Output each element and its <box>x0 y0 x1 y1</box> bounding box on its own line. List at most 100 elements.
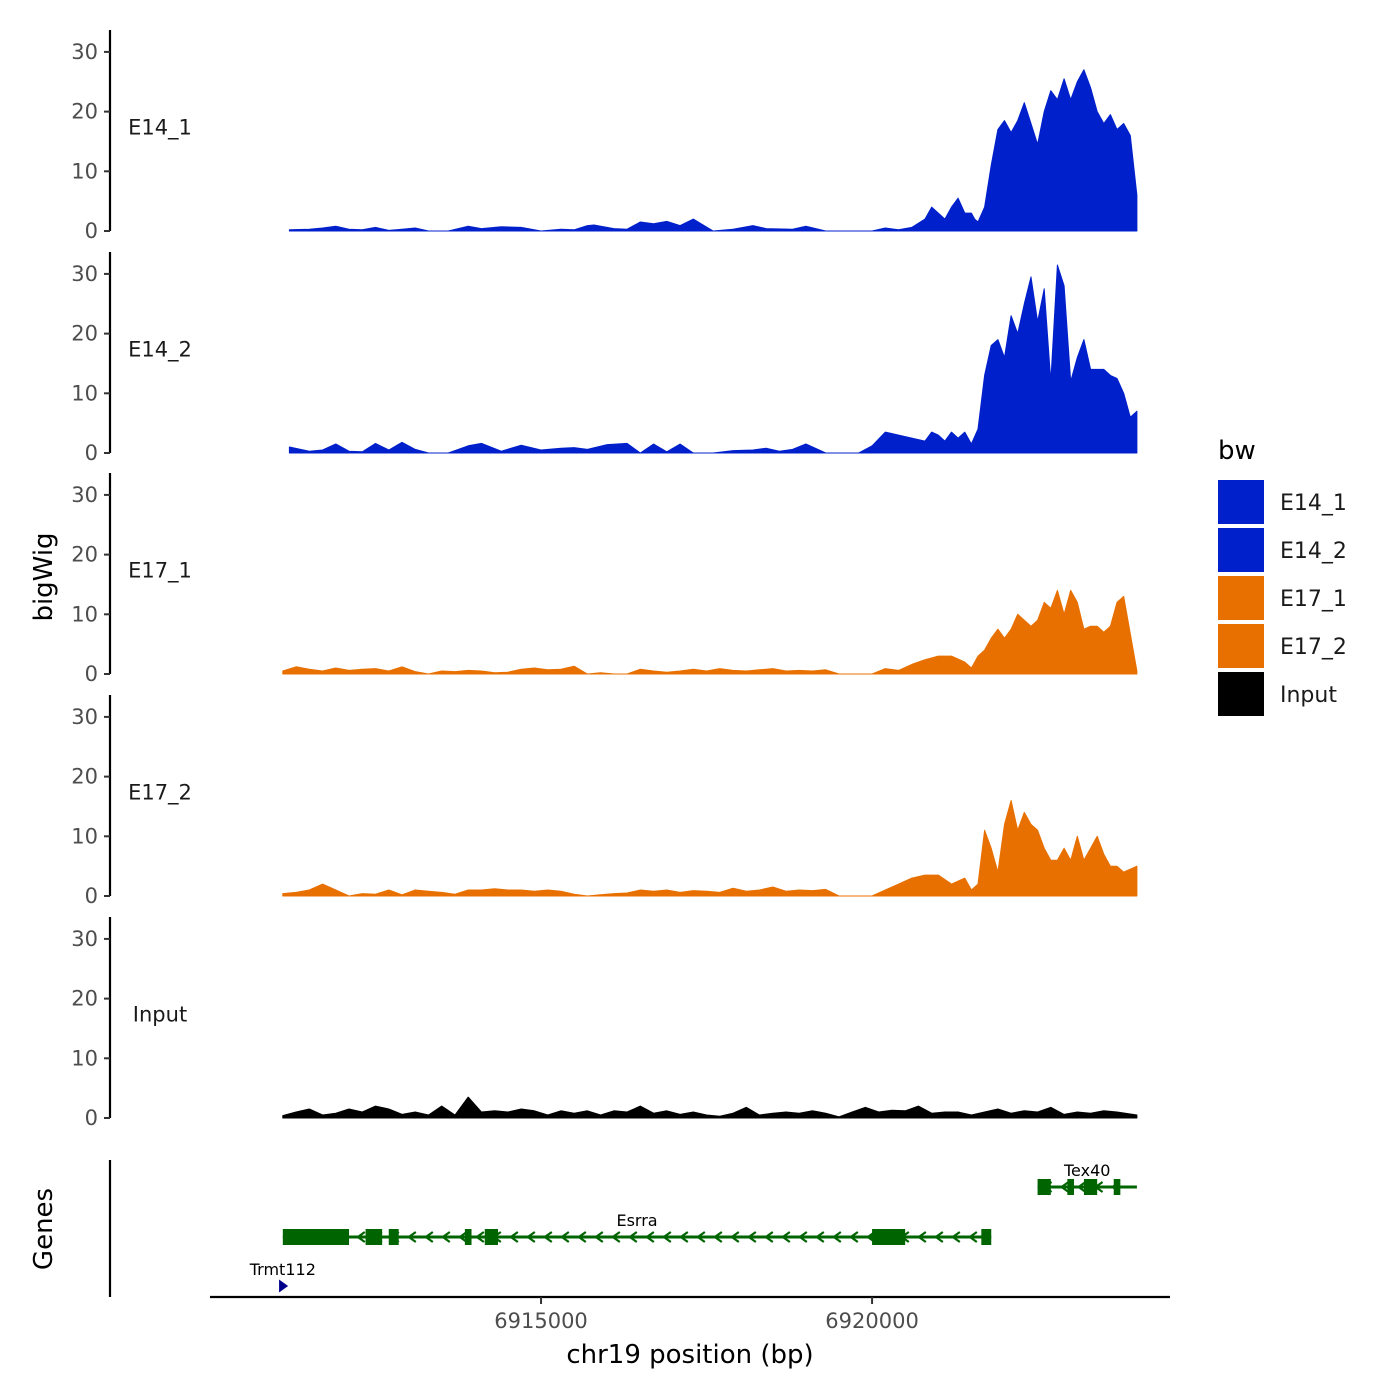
strand-arrow-icon <box>763 1231 774 1243</box>
legend-label: Input <box>1280 683 1337 708</box>
signal-area-e14-2 <box>288 264 1138 454</box>
y-tick-label: 30 <box>71 262 98 286</box>
y-axis-title: bigWig <box>29 532 59 621</box>
legend-title: bw <box>1218 436 1256 466</box>
y-tick-label: 10 <box>71 381 98 405</box>
strand-arrow-icon <box>729 1231 740 1243</box>
track-panel-e14-2: 0 10 20 30 E14_2 <box>71 252 1138 465</box>
track-label: E14_2 <box>128 338 192 363</box>
strand-arrow-icon <box>933 1231 944 1243</box>
y-tick-label: 20 <box>71 322 98 346</box>
gene-exon <box>1067 1179 1074 1195</box>
strand-arrow-icon <box>593 1231 604 1243</box>
legend-swatch <box>1218 624 1264 668</box>
gene-exon <box>484 1229 498 1245</box>
legend-swatch <box>1218 528 1264 572</box>
strand-arrow-icon <box>474 1231 485 1243</box>
signal-area-e17-2 <box>282 800 1138 897</box>
y-tick-label: 20 <box>71 543 98 567</box>
strand-arrow-icon <box>644 1231 655 1243</box>
y-tick-label: 30 <box>71 705 98 729</box>
gene-exon <box>981 1229 992 1245</box>
strand-arrow-icon <box>279 1279 289 1293</box>
gene-exon <box>1113 1179 1121 1195</box>
strand-arrow-icon <box>695 1231 706 1243</box>
strand-arrow-icon <box>848 1231 859 1243</box>
gene-exon <box>1083 1179 1098 1195</box>
legend-label: E17_2 <box>1280 635 1347 660</box>
strand-arrow-icon <box>559 1231 570 1243</box>
gene-exon <box>282 1229 350 1245</box>
strand-arrow-icon <box>355 1231 366 1243</box>
y-tick-label: 0 <box>85 884 98 908</box>
y-tick-label: 20 <box>71 100 98 124</box>
strand-arrow-icon <box>712 1231 723 1243</box>
track-label: E17_1 <box>128 559 192 584</box>
strand-arrow-icon <box>610 1231 621 1243</box>
y-tick-label: 10 <box>71 159 98 183</box>
strand-arrow-icon <box>814 1231 825 1243</box>
legend-swatch <box>1218 576 1264 620</box>
gene-exon <box>464 1229 472 1245</box>
track-panel-e17-2: 0 10 20 30 E17_2 <box>71 695 1138 908</box>
strand-arrow-icon <box>423 1231 434 1243</box>
legend-swatch <box>1218 480 1264 524</box>
legend-label: E14_2 <box>1280 539 1347 564</box>
track-panel-e17-1: 0 10 20 30 E17_1 <box>71 473 1138 686</box>
legend: bw E14_1 E14_2 E17_1 E17_2 Input <box>1218 436 1347 716</box>
y-tick-label: 30 <box>71 40 98 64</box>
strand-arrow-icon <box>1076 1181 1087 1193</box>
gene-exon <box>872 1229 906 1245</box>
legend-label: E14_1 <box>1280 491 1347 516</box>
signal-area-e17-1 <box>282 589 1138 675</box>
y-tick-label: 20 <box>71 765 98 789</box>
track-label: Input <box>133 1003 187 1027</box>
y-tick-label: 10 <box>71 824 98 848</box>
gene-label: Trmt112 <box>249 1260 316 1279</box>
track-label: E14_1 <box>128 116 192 141</box>
signal-tracks: 0 10 20 30 E14_1 0 10 20 30 E14_2 0 10 20 30 E17_1 0 10 2… <box>71 30 1138 1130</box>
y-tick-label: 0 <box>85 662 98 686</box>
strand-arrow-icon <box>1059 1181 1070 1193</box>
strand-arrow-icon <box>967 1231 978 1243</box>
y-tick-label: 20 <box>71 987 98 1011</box>
strand-arrow-icon <box>678 1231 689 1243</box>
x-tick-label: 6920000 <box>825 1309 919 1333</box>
genes-track-title: Genes <box>29 1188 59 1270</box>
gene-tex40: Tex40 <box>1037 1161 1137 1195</box>
y-tick-label: 10 <box>71 1046 98 1070</box>
y-tick-label: 0 <box>85 441 98 465</box>
y-tick-label: 30 <box>71 483 98 507</box>
x-axis-title: chr19 position (bp) <box>566 1340 813 1370</box>
gene-track: Esrra Tex40 Trmt112 <box>108 1160 1137 1297</box>
legend-swatch <box>1218 672 1264 716</box>
strand-arrow-icon <box>440 1231 451 1243</box>
x-axis: 6915000 6920000 <box>210 1295 1170 1333</box>
gene-esrra: Esrra <box>282 1211 992 1245</box>
strand-arrow-icon <box>780 1231 791 1243</box>
signal-area-input <box>282 1096 1138 1119</box>
strand-arrow-icon <box>542 1231 553 1243</box>
gene-label: Tex40 <box>1063 1161 1110 1180</box>
y-tick-label: 10 <box>71 602 98 626</box>
y-tick-label: 30 <box>71 927 98 951</box>
strand-arrow-icon <box>831 1231 842 1243</box>
gene-exon <box>388 1229 399 1245</box>
track-panel-e14-1: 0 10 20 30 E14_1 <box>71 30 1138 243</box>
y-tick-label: 0 <box>85 219 98 243</box>
strand-arrow-icon <box>406 1231 417 1243</box>
strand-arrow-icon <box>950 1231 961 1243</box>
gene-exon <box>1037 1179 1051 1195</box>
track-label: E17_2 <box>128 781 192 806</box>
strand-arrow-icon <box>508 1231 519 1243</box>
x-tick-label: 6915000 <box>494 1309 588 1333</box>
gene-trmt112: Trmt112 <box>249 1260 316 1293</box>
strand-arrow-icon <box>916 1231 927 1243</box>
strand-arrow-icon <box>627 1231 638 1243</box>
signal-area-e14-1 <box>288 69 1138 232</box>
strand-arrow-icon <box>797 1231 808 1243</box>
track-panel-input: 0 10 20 30 Input <box>71 917 1138 1130</box>
strand-arrow-icon <box>661 1231 672 1243</box>
strand-arrow-icon <box>576 1231 587 1243</box>
